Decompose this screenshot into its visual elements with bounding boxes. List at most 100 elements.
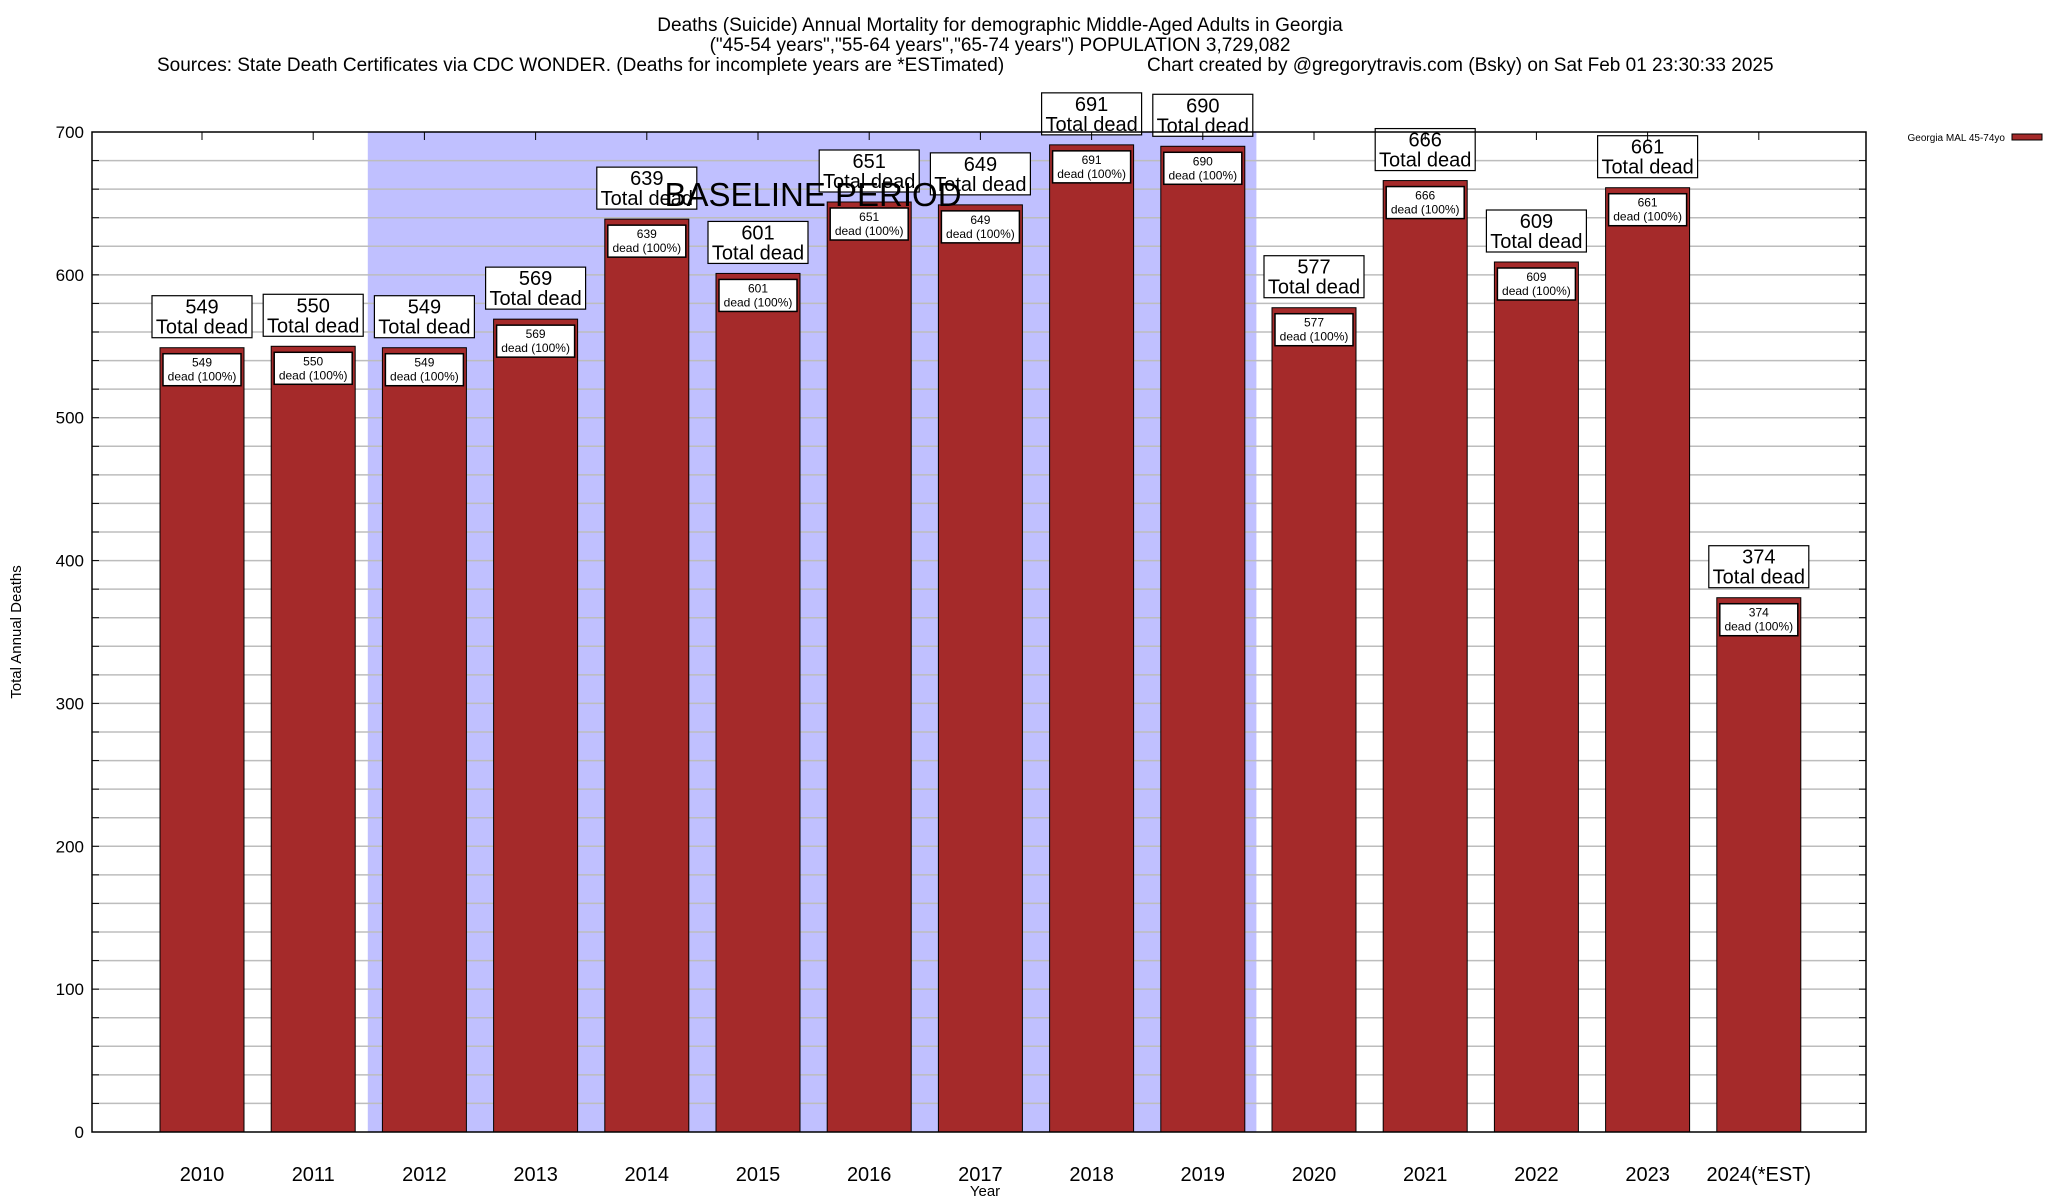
- y-tick-label: 200: [56, 837, 84, 856]
- legend: Georgia MAL 45-74yo: [1908, 133, 2043, 144]
- bar-total-value: 550: [297, 295, 330, 317]
- y-tick-label: 0: [75, 1123, 84, 1142]
- bar: [1716, 597, 1802, 1133]
- bar-total-label: Total dead: [156, 317, 248, 339]
- bar-total-label-box: [151, 295, 253, 339]
- bar-total-label: Total dead: [1713, 567, 1805, 589]
- bar-total-label: Total dead: [712, 242, 804, 264]
- bar: [1493, 261, 1579, 1133]
- x-tick-label: 2014: [625, 1164, 670, 1186]
- bar-total-label: Total dead: [1490, 231, 1582, 253]
- bar-inner-label: dead (100%): [835, 224, 904, 238]
- bar-inner-label: dead (100%): [1613, 210, 1682, 224]
- bar-total-label-box: [1596, 135, 1699, 179]
- bar-total-value: 691: [1075, 94, 1108, 116]
- bar-total-label-box: [485, 266, 587, 310]
- bar-inner-value: 639: [637, 227, 657, 241]
- legend-swatch: [2011, 133, 2043, 141]
- bar-inner-label: dead (100%): [279, 368, 348, 382]
- title-line-2: ("45-54 years","55-64 years","65-74 year…: [710, 35, 1291, 56]
- bar: [604, 218, 690, 1133]
- bar-inner-label-box: [495, 324, 576, 358]
- bar-total-label-box: [1708, 545, 1810, 589]
- bar-inner-label: dead (100%): [1502, 284, 1571, 298]
- bar-total-label-box: [818, 149, 920, 193]
- x-tick-label: 2013: [513, 1164, 558, 1186]
- bar: [159, 347, 245, 1133]
- bar-total-label: Total dead: [601, 188, 693, 210]
- bar-inner-value: 691: [1082, 153, 1102, 167]
- x-axis-label: Year: [970, 1183, 1000, 1200]
- x-tick-label: 2012: [402, 1164, 447, 1186]
- bar-inner-label-box: [1385, 185, 1465, 220]
- y-axis-label: Total Annual Deaths: [8, 565, 25, 698]
- bar-inner-label-box: [1607, 192, 1688, 227]
- y-tick-label: 600: [56, 266, 84, 285]
- bar-inner-label-box: [829, 207, 909, 241]
- bar: [937, 204, 1023, 1133]
- bar-inner-label: dead (100%): [501, 341, 570, 355]
- bar-inner-value: 601: [748, 281, 768, 295]
- bar-inner-label: dead (100%): [1391, 203, 1460, 217]
- bar-total-label: Total dead: [1601, 157, 1693, 179]
- bar-inner-label: dead (100%): [946, 227, 1015, 241]
- chart-title: Deaths (Suicide) Annual Mortality for de…: [157, 15, 1774, 76]
- bar-total-label-box: [262, 293, 364, 337]
- bar-total-value: 374: [1742, 547, 1775, 569]
- bar-inner-value: 549: [414, 356, 434, 370]
- bar-inner-label: dead (100%): [1057, 167, 1126, 181]
- bar-total-value: 569: [519, 268, 552, 290]
- bar-total-value: 549: [185, 297, 218, 319]
- bar-inner-label: dead (100%): [1168, 168, 1237, 182]
- bar-total-label-box: [373, 295, 475, 339]
- bar-inner-value: 577: [1304, 316, 1324, 330]
- y-tick-label: 300: [56, 694, 84, 713]
- bar-total-label-box: [1485, 209, 1588, 253]
- bar-total-label-box: [929, 152, 1032, 196]
- bar-total-value: 639: [630, 168, 663, 190]
- bar-total-label: Total dead: [934, 174, 1026, 196]
- x-tick-label: 2020: [1292, 1164, 1337, 1186]
- bar-total-label: Total dead: [1379, 150, 1471, 172]
- bar-inner-label-box: [940, 210, 1021, 244]
- title-line-1: Deaths (Suicide) Annual Mortality for de…: [657, 15, 1343, 36]
- x-tick-label: 2022: [1514, 1164, 1559, 1186]
- x-tick-label: 2018: [1069, 1164, 1114, 1186]
- bar-inner-label: dead (100%): [612, 241, 681, 255]
- bar: [1605, 187, 1691, 1133]
- x-tick-label: 2017: [958, 1164, 1003, 1186]
- bar-inner-value: 651: [859, 210, 879, 224]
- y-tick-label: 700: [56, 123, 84, 142]
- bar-total-label-box: [1152, 93, 1254, 137]
- bar: [826, 201, 912, 1133]
- bar: [1049, 144, 1135, 1133]
- bar-inner-value: 374: [1749, 606, 1769, 620]
- bar-inner-label: dead (100%): [1280, 330, 1349, 344]
- x-tick-label: 2010: [180, 1164, 225, 1186]
- bar-inner-label-box: [162, 352, 242, 387]
- bar: [270, 345, 356, 1133]
- bar-inner-label-box: [384, 352, 465, 387]
- bar-inner-label-box: [607, 224, 687, 258]
- bar-total-label: Total dead: [1268, 277, 1360, 299]
- x-tick-label: 2023: [1625, 1164, 1670, 1186]
- bar-total-label: Total dead: [378, 317, 470, 339]
- bar-inner-value: 609: [1526, 270, 1546, 284]
- legend-label: Georgia MAL 45-74yo: [1908, 133, 2006, 144]
- bar-total-label: Total dead: [1045, 114, 1137, 136]
- bar: [715, 272, 801, 1133]
- y-tick-label: 500: [56, 409, 84, 428]
- source-note: Sources: State Death Certificates via CD…: [157, 55, 1004, 76]
- x-tick-label: 2024(*EST): [1707, 1164, 1812, 1186]
- bar: [1382, 180, 1468, 1133]
- bar-inner-label-box: [1274, 312, 1354, 347]
- bar-inner-label-box: [1051, 150, 1132, 184]
- bar: [493, 318, 579, 1133]
- bar-total-value: 661: [1631, 137, 1664, 159]
- bar-inner-value: 550: [303, 354, 323, 368]
- bar: [1160, 145, 1246, 1133]
- bar: [381, 347, 467, 1133]
- bar-inner-value: 549: [192, 356, 212, 370]
- bar-total-value: 666: [1409, 130, 1442, 152]
- plot-frame: [91, 131, 1867, 1133]
